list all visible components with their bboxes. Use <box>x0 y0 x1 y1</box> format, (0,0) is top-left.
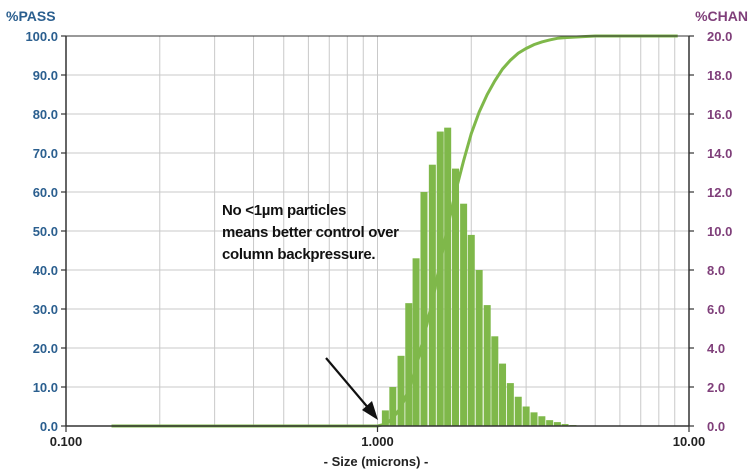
right-tick-label: 18.0 <box>707 68 732 83</box>
x-axis-title: - Size (microns) - <box>323 454 429 469</box>
left-tick-label: 30.0 <box>33 302 58 317</box>
right-tick-label: 0.0 <box>707 419 725 434</box>
chan-bar <box>506 383 514 426</box>
right-axis-title: %CHAN <box>695 8 748 24</box>
left-tick-label: 40.0 <box>33 263 58 278</box>
left-axis-title: %PASS <box>6 8 56 24</box>
chan-bar <box>483 305 491 426</box>
chan-bar <box>561 424 569 426</box>
chan-bar <box>514 396 522 426</box>
x-axis-ticks: 0.100 1.000 10.00 <box>50 426 706 449</box>
left-tick-label: 10.0 <box>33 380 58 395</box>
annotation-arrow <box>325 357 378 420</box>
chan-bar <box>546 420 554 426</box>
right-tick-label: 10.0 <box>707 224 732 239</box>
right-tick-label: 16.0 <box>707 107 732 122</box>
x-tick-label: 10.00 <box>673 434 706 449</box>
chan-bar <box>475 270 483 426</box>
chan-bar <box>397 355 405 426</box>
annotation-line-3: column backpressure. <box>222 246 376 263</box>
x-tick-label: 0.100 <box>50 434 83 449</box>
chan-bar <box>460 203 468 426</box>
left-tick-label: 100.0 <box>25 29 58 44</box>
left-axis-ticks: 0.0 10.0 20.0 30.0 40.0 50.0 60.0 70.0 80.0 90.0 1… <box>25 29 66 434</box>
chan-bar <box>467 234 475 426</box>
chan-bar <box>491 336 499 426</box>
right-tick-label: 6.0 <box>707 302 725 317</box>
chan-bar <box>538 416 546 426</box>
left-tick-label: 60.0 <box>33 185 58 200</box>
left-tick-label: 80.0 <box>33 107 58 122</box>
chan-bar <box>499 363 507 426</box>
left-tick-label: 50.0 <box>33 224 58 239</box>
pass-cumulative-line <box>111 34 678 428</box>
left-tick-label: 20.0 <box>33 341 58 356</box>
annotation-line-1: No <1µm particles <box>222 202 347 219</box>
left-tick-label: 70.0 <box>33 146 58 161</box>
right-tick-label: 4.0 <box>707 341 725 356</box>
left-tick-label: 90.0 <box>33 68 58 83</box>
right-tick-label: 20.0 <box>707 29 732 44</box>
chan-bar <box>389 387 397 426</box>
chan-bar <box>381 410 389 426</box>
chan-bar <box>452 168 460 426</box>
right-tick-label: 8.0 <box>707 263 725 278</box>
right-tick-label: 12.0 <box>707 185 732 200</box>
right-tick-label: 14.0 <box>707 146 732 161</box>
chan-bar <box>436 131 444 427</box>
chan-bar <box>553 422 561 426</box>
chan-bar <box>405 303 413 426</box>
chan-bar <box>444 127 452 427</box>
chan-bar <box>412 258 420 426</box>
chan-bar <box>420 192 428 426</box>
right-axis-ticks: 0.0 2.0 4.0 6.0 8.0 10.0 12.0 14.0 16.0 18.0 20.0 <box>689 29 732 434</box>
left-tick-label: 0.0 <box>40 419 58 434</box>
right-tick-label: 2.0 <box>707 380 725 395</box>
chan-bar <box>522 406 530 426</box>
annotation-line-2: means better control over <box>222 224 399 241</box>
annotation-text: No <1µm particles means better control o… <box>222 200 399 266</box>
chan-bar <box>530 412 538 426</box>
x-tick-label: 1.000 <box>361 434 394 449</box>
